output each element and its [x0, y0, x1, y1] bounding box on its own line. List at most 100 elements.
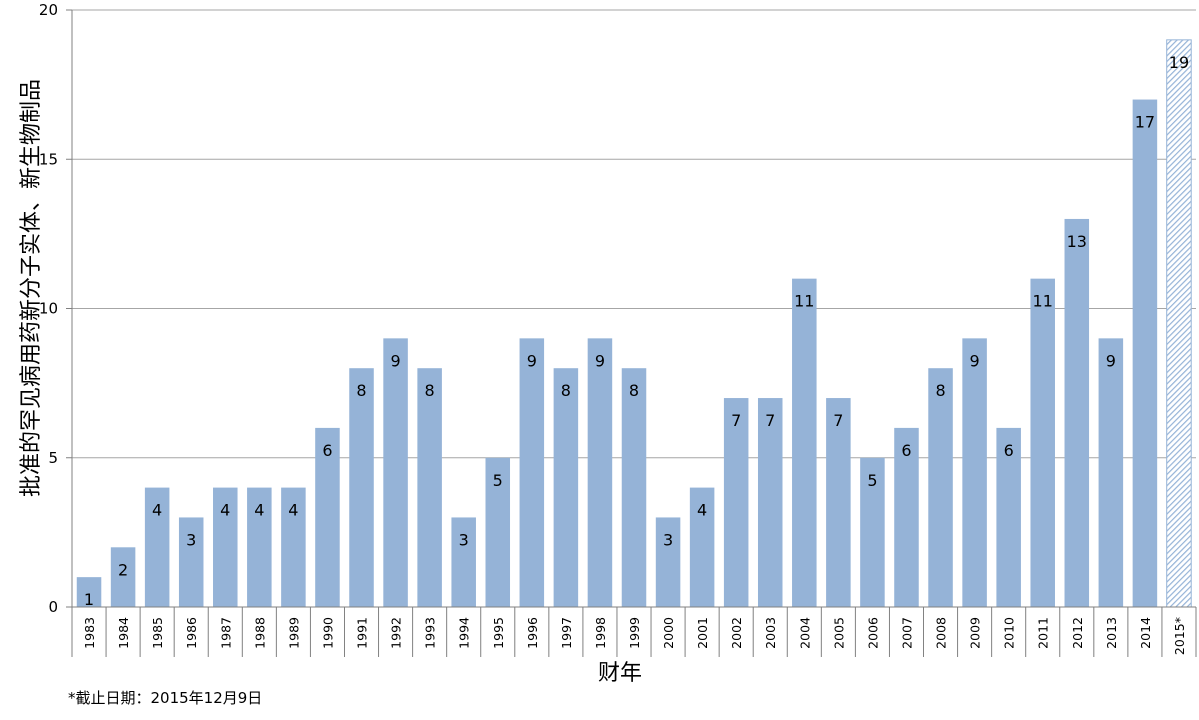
bar-2012: [1064, 218, 1090, 607]
data-label-2004: 11: [794, 292, 814, 311]
bar-2005: [826, 398, 851, 607]
y-tick-label: 0: [48, 598, 58, 616]
data-label-2003: 7: [765, 411, 775, 430]
data-label-1999: 8: [629, 381, 639, 400]
bar-1985: [144, 487, 170, 607]
bar-1983: [76, 577, 102, 607]
y-tick-label: 20: [39, 1, 58, 19]
x-tick-label: 1999: [627, 617, 642, 649]
x-tick-label: 1984: [116, 617, 131, 649]
bar-1991: [349, 368, 374, 607]
bars: [76, 39, 1192, 608]
x-tick-label: 1998: [593, 617, 608, 649]
x-tick-label: 1993: [423, 617, 438, 649]
axes: [71, 10, 1196, 608]
x-tick-label: 2010: [1002, 617, 1017, 649]
bar-2014: [1132, 99, 1158, 608]
data-label-2012: 13: [1067, 232, 1087, 251]
bar-2009: [962, 338, 987, 607]
bar-1995: [485, 457, 511, 607]
bar-1987: [213, 487, 238, 607]
data-label-2005: 7: [833, 411, 843, 430]
x-tick-label: 2008: [934, 617, 949, 649]
x-tick-label: 1995: [491, 617, 506, 649]
data-label-2015: 19: [1169, 53, 1189, 72]
bar-1993: [417, 368, 442, 607]
x-tick-label: 2007: [899, 617, 914, 649]
bar-1992: [383, 338, 408, 607]
data-labels: 1 2 4 3 4 4 4 6 8 9 8 3 5 9 8 9 8 3 4 7 7 11 7 5 6 8 9 6 11 13 9 17 19: [84, 53, 1189, 609]
data-label-2000: 3: [663, 530, 673, 549]
y-tick-label: 5: [48, 449, 58, 467]
x-tick-label: 1991: [355, 617, 370, 649]
data-label-2008: 8: [935, 381, 945, 400]
data-label-2014: 17: [1135, 113, 1155, 132]
bar-2008: [928, 368, 953, 607]
data-label-2013: 9: [1106, 351, 1116, 370]
data-label-1987: 4: [220, 501, 230, 520]
x-tick-label: 1988: [252, 617, 267, 649]
x-tick-label: 1996: [525, 617, 540, 649]
data-label-2006: 5: [867, 471, 877, 490]
data-label-2001: 4: [697, 501, 707, 520]
data-label-1992: 9: [390, 351, 400, 370]
data-label-1989: 4: [288, 501, 298, 520]
data-label-2011: 11: [1033, 292, 1053, 311]
x-tick-label: 2012: [1070, 617, 1085, 649]
data-label-1985: 4: [152, 501, 162, 520]
data-label-1988: 4: [254, 501, 264, 520]
x-tick-label: 2002: [729, 617, 744, 649]
x-tick-label: 2003: [763, 617, 778, 649]
bar-2011: [1030, 278, 1055, 607]
data-label-1995: 5: [493, 471, 503, 490]
data-label-1990: 6: [322, 441, 332, 460]
x-tick-label: 1987: [218, 617, 233, 649]
bar-2000: [655, 517, 681, 607]
data-label-2010: 6: [1004, 441, 1014, 460]
bar-2013: [1098, 338, 1124, 607]
x-tick-label: 2004: [797, 617, 812, 649]
bar-1988: [247, 487, 272, 607]
data-label-2009: 9: [970, 351, 980, 370]
bar-2015: [1166, 39, 1192, 608]
x-tick-label: 1997: [559, 617, 574, 649]
y-axis-title: 批准的罕见病用药新分子实体、新生物制品: [19, 79, 44, 497]
x-tick-label: 2015*: [1172, 617, 1187, 655]
bar-1990: [315, 427, 340, 607]
data-label-2002: 7: [731, 411, 741, 430]
x-tick-label: 2013: [1104, 617, 1119, 649]
x-tick-label: 1994: [457, 617, 472, 649]
bar-2004: [792, 278, 817, 607]
data-label-1993: 8: [425, 381, 435, 400]
data-label-1984: 2: [118, 560, 128, 579]
x-tick-label: 1986: [184, 617, 199, 649]
x-tick-label: 1985: [150, 617, 165, 649]
bar-1998: [587, 338, 613, 607]
data-label-1986: 3: [186, 530, 196, 549]
y-tick-label: 15: [39, 150, 58, 168]
bar-1986: [178, 517, 204, 607]
bar-2006: [860, 457, 885, 607]
bar-1996: [519, 338, 545, 607]
x-tick-label: 2000: [661, 617, 676, 649]
bar-2007: [894, 427, 919, 607]
data-label-1997: 8: [561, 381, 571, 400]
x-tick-label: 1989: [286, 617, 301, 649]
data-label-1983: 1: [84, 590, 94, 609]
data-label-1991: 8: [356, 381, 366, 400]
bar-2001: [689, 487, 715, 607]
x-tick-label: 1990: [320, 617, 335, 649]
bar-2002: [723, 398, 749, 607]
data-label-1994: 3: [459, 530, 469, 549]
x-tick-label: 2006: [865, 617, 880, 649]
bar-1984: [110, 547, 136, 607]
y-axis-ticks: 0 5 10 15 20: [39, 1, 72, 616]
x-tick-label: 1992: [389, 617, 404, 649]
x-tick-label: 2001: [695, 617, 710, 649]
x-tick-label: 2005: [831, 617, 846, 649]
bar-1994: [451, 517, 476, 607]
x-axis-title: 财年: [598, 661, 642, 686]
x-tick-label: 2014: [1138, 617, 1153, 649]
bar-1989: [281, 487, 306, 607]
data-label-1998: 9: [595, 351, 605, 370]
